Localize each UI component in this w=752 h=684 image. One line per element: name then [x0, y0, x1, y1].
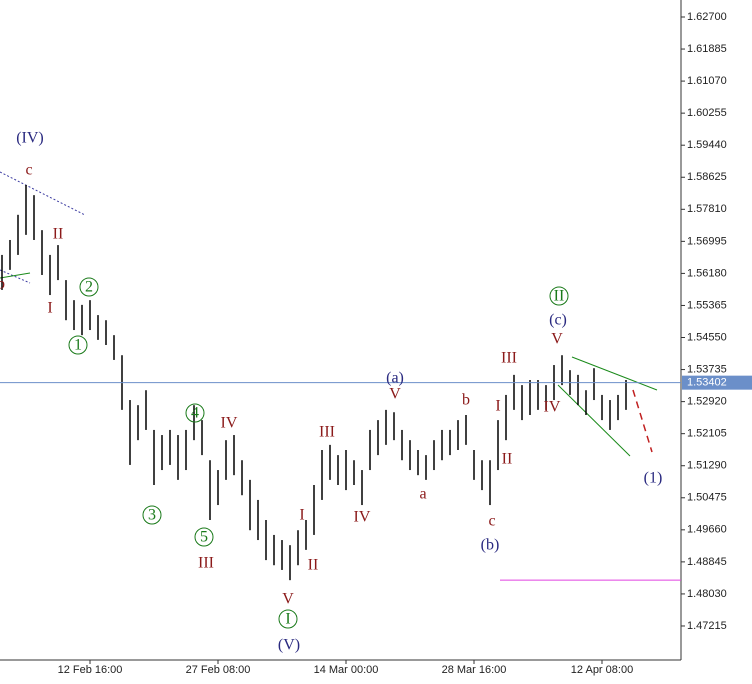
wave-label: II — [502, 451, 513, 468]
wave-circle — [68, 335, 88, 355]
current-price-box — [682, 375, 752, 390]
wave-label: c — [25, 162, 32, 179]
y-tick-label: 1.56995 — [687, 235, 727, 247]
trendline — [557, 384, 631, 457]
wave-label: IV — [544, 399, 561, 416]
wave-label: b — [0, 276, 5, 293]
wave-label: V — [389, 386, 401, 403]
wave-label: II — [53, 226, 64, 243]
wave-circle — [278, 609, 298, 629]
y-tick-label: 1.52105 — [687, 428, 727, 440]
wave-label: V — [551, 331, 563, 348]
wave-label: (IV) — [16, 130, 44, 147]
trendline — [0, 272, 31, 279]
wave-label: I — [285, 611, 290, 628]
wave-label: III — [501, 350, 517, 367]
wave-label: 1 — [74, 337, 82, 354]
wave-label: I — [299, 507, 304, 524]
trendline — [0, 269, 31, 284]
y-tick-label: 1.56180 — [687, 267, 727, 279]
wave-label: (1) — [644, 470, 663, 487]
wave-label: IV — [221, 415, 238, 432]
x-tick-label: 28 Mar 16:00 — [442, 664, 507, 676]
wave-label: III — [319, 424, 335, 441]
x-tick-label: 12 Feb 16:00 — [58, 664, 123, 676]
wave-circle — [194, 527, 214, 547]
wave-label: (c) — [549, 312, 567, 329]
wave-circle — [142, 505, 162, 525]
y-tick-label: 1.53735 — [687, 363, 727, 375]
y-tick-label: 1.55365 — [687, 299, 727, 311]
y-tick-label: 1.58625 — [687, 171, 727, 183]
x-tick-label: 12 Apr 08:00 — [571, 664, 633, 676]
wave-label: II — [308, 557, 319, 574]
wave-label: 4 — [191, 405, 199, 422]
wave-circle — [79, 277, 99, 297]
y-tick-label: 1.57810 — [687, 203, 727, 215]
y-tick-label: 1.60255 — [687, 107, 727, 119]
wave-label: 2 — [85, 279, 93, 296]
wave-label: I — [47, 300, 52, 317]
y-tick-label: 1.52920 — [687, 396, 727, 408]
wave-label: IV — [354, 509, 371, 526]
wave-label: 5 — [200, 529, 208, 546]
wave-label: (V) — [278, 637, 300, 654]
wave-label: a — [419, 486, 426, 503]
trendline — [571, 356, 658, 391]
wave-label: V — [282, 591, 294, 608]
projection — [632, 389, 653, 453]
y-tick-label: 1.47215 — [687, 620, 727, 632]
current-price-label: 1.53402 — [687, 377, 727, 389]
wave-label: III — [198, 555, 214, 572]
wave-label: 3 — [148, 507, 156, 524]
wave-label: (a) — [386, 370, 404, 387]
wave-label: b — [462, 392, 470, 409]
wave-label: c — [488, 513, 495, 530]
x-tick-label: 27 Feb 08:00 — [186, 664, 251, 676]
y-tick-label: 1.49660 — [687, 524, 727, 536]
y-tick-label: 1.62700 — [687, 11, 727, 23]
y-tick-label: 1.48845 — [687, 556, 727, 568]
y-tick-label: 1.61885 — [687, 43, 727, 55]
x-tick-label: 14 Mar 00:00 — [314, 664, 379, 676]
y-tick-label: 1.59440 — [687, 139, 727, 151]
y-tick-label: 1.48030 — [687, 588, 727, 600]
y-tick-label: 1.54550 — [687, 331, 727, 343]
y-tick-label: 1.50475 — [687, 492, 727, 504]
wave-label: I — [495, 398, 500, 415]
wave-label: II — [554, 288, 565, 305]
y-tick-label: 1.51290 — [687, 460, 727, 472]
wave-circle — [549, 286, 569, 306]
wave-circle — [185, 403, 205, 423]
trendlines — [0, 171, 658, 457]
wave-label: (b) — [481, 537, 500, 554]
y-tick-label: 1.61070 — [687, 75, 727, 87]
